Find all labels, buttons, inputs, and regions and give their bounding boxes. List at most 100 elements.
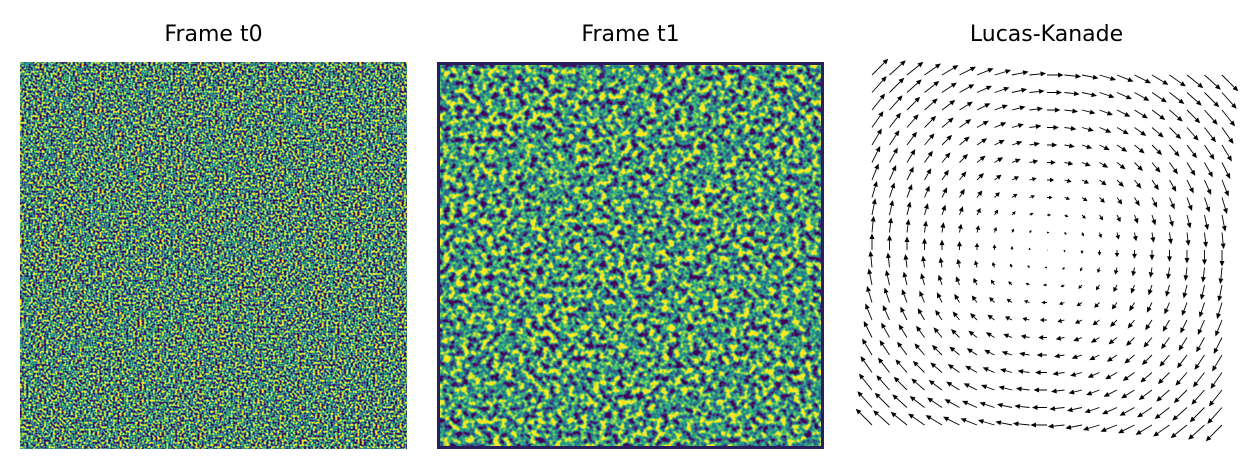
arrow [871,146,881,163]
arrow [1029,71,1047,77]
arrow [1029,106,1043,112]
arrow [1081,197,1088,202]
arrow [1141,354,1153,366]
arrow [871,76,887,93]
arrow [1097,250,1102,256]
arrow [1064,178,1072,184]
arrow [924,98,938,111]
arrow [889,95,903,111]
arrow [1064,143,1075,149]
arrow [1213,337,1223,354]
arrow [1151,92,1167,103]
arrow [1134,144,1145,154]
arrow [989,297,995,303]
arrow [1133,214,1139,224]
arrow [939,239,945,250]
arrow [1182,284,1188,299]
arrow [871,163,879,181]
arrow [976,207,981,216]
arrow [889,165,897,181]
arrow [1062,267,1065,270]
arrow [1081,232,1085,237]
arrow [930,362,943,373]
arrow [935,309,943,321]
arrow [973,260,979,268]
arrow [1023,299,1030,304]
arrow [1011,105,1026,111]
arrow [912,360,925,373]
arrow [1170,424,1188,439]
arrow [1207,407,1223,424]
arrow [1064,196,1071,201]
arrow [1006,298,1013,303]
arrow [1140,372,1153,383]
arrow [1147,284,1153,296]
arrow [1011,158,1021,164]
arrow [865,303,873,321]
arrow [1204,214,1210,231]
arrow [1186,127,1199,141]
arrow [941,117,954,128]
arrow [994,157,1004,163]
arrow [895,359,908,373]
arrow [1219,250,1225,267]
arrow [1089,354,1100,361]
arrow [916,325,925,338]
arrow [941,82,957,93]
arrow [1073,336,1083,342]
arrow [904,236,910,250]
arrow [1084,407,1100,414]
arrow [1039,317,1047,323]
arrow [924,150,933,163]
arrow [1047,231,1050,234]
arrow [994,104,1008,111]
arrow [1105,372,1118,380]
arrow [1165,284,1171,297]
arrow [1188,424,1205,440]
arrow [924,133,935,146]
arrow [1081,214,1086,219]
arrow [1099,144,1110,151]
arrow [1070,371,1083,377]
arrow [1189,407,1205,423]
arrow [1221,92,1237,109]
arrow [977,419,995,426]
arrow [1186,109,1201,124]
arrow [1134,179,1142,189]
arrow [897,341,908,356]
arrow [937,274,943,286]
arrow [1116,109,1131,117]
arrow [1169,162,1178,175]
arrow [996,402,1013,408]
arrow [1099,214,1104,221]
arrow [1087,372,1100,378]
arrow [1150,232,1156,243]
arrow [906,131,917,146]
arrow [992,244,997,250]
arrow [979,401,995,408]
arrow [1025,282,1030,286]
arrow [1134,197,1140,207]
arrow [959,66,976,76]
arrow [920,273,926,286]
arrow [1054,353,1065,359]
arrow [1197,319,1205,335]
arrow [1029,124,1042,130]
arrow [925,415,943,426]
arrow [1028,247,1031,250]
arrow [1216,302,1223,320]
arrow [1014,403,1030,409]
arrow [976,190,983,198]
arrow [1135,424,1153,435]
arrow [941,65,959,76]
arrow [984,349,995,356]
arrow [1081,126,1094,132]
arrow [959,188,965,198]
arrow [1156,389,1170,402]
arrow [1099,179,1107,186]
arrow [1159,354,1170,367]
arrow [924,63,941,76]
arrow [1217,284,1223,302]
arrow [1099,92,1115,99]
arrow [876,375,890,391]
